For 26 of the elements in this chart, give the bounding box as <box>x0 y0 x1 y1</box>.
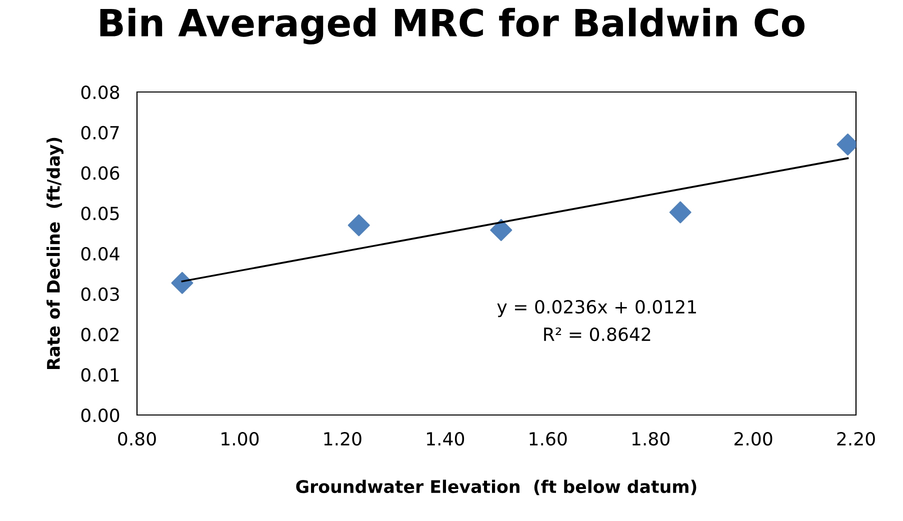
y-tick-label: 0.02 <box>81 328 119 342</box>
y-tick-label: 0.01 <box>81 368 119 382</box>
x-tick-label: 2.20 <box>837 432 875 446</box>
x-tick-label: 2.00 <box>734 432 772 446</box>
y-tick-label: 0.08 <box>81 85 120 100</box>
y-tick-label: 0.04 <box>81 246 120 261</box>
x-axis-title: Groundwater Elevation (ft below datum) <box>296 480 696 496</box>
point <box>669 201 692 224</box>
chart-title: Bin Averaged MRC for Baldwin Co <box>100 8 804 44</box>
x-tick-label: 1.20 <box>324 432 362 446</box>
annotation: R² = 0.8642 <box>544 327 650 342</box>
x-tick-label: 1.60 <box>530 432 567 446</box>
y-tick-label: 0.03 <box>81 287 119 301</box>
x-tick-label: 1.40 <box>427 432 464 446</box>
y-axis-title: Rate of Decline (ft/day) <box>46 138 64 370</box>
y-tick-label: 0.00 <box>81 408 120 422</box>
annotation: y = 0.0236x + 0.0121 <box>497 300 696 318</box>
y-tick-label: 0.06 <box>81 166 120 180</box>
x-tick-label: 1.00 <box>222 432 259 446</box>
point <box>171 272 194 294</box>
y-tick-label: 0.05 <box>81 206 119 220</box>
x-tick-label: 1.80 <box>632 432 670 446</box>
point <box>490 219 512 242</box>
x-tick-label: 0.80 <box>118 432 156 446</box>
point <box>348 214 370 236</box>
y-tick-label: 0.07 <box>81 126 119 140</box>
